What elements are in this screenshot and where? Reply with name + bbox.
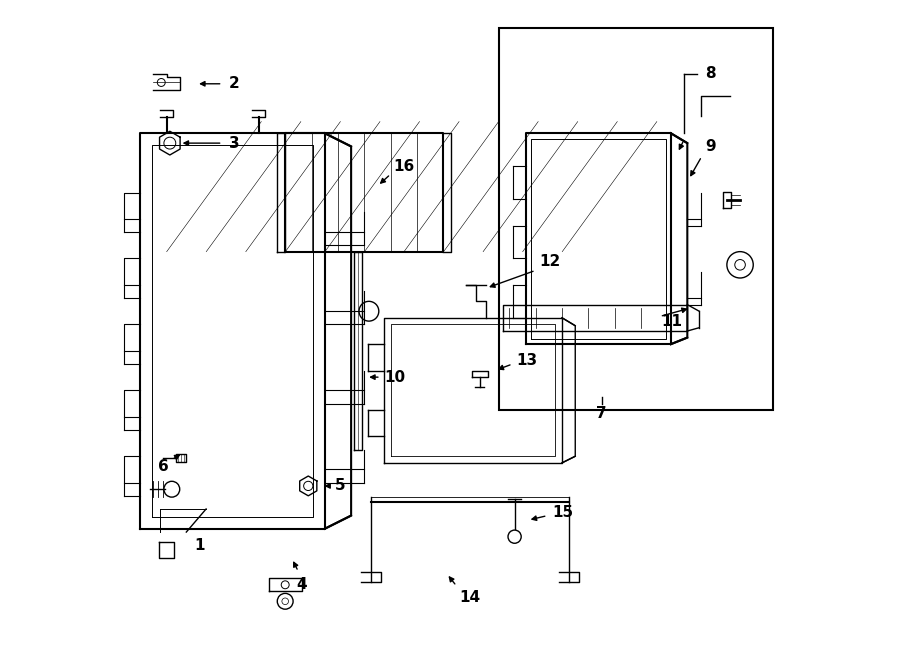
- Text: 14: 14: [459, 591, 481, 606]
- Text: 12: 12: [539, 254, 560, 269]
- Text: 7: 7: [597, 406, 607, 421]
- Text: 6: 6: [158, 459, 168, 473]
- Text: 15: 15: [553, 505, 573, 520]
- Text: 11: 11: [661, 314, 682, 328]
- Text: 1: 1: [194, 538, 204, 553]
- Text: 4: 4: [296, 577, 307, 592]
- Bar: [500, 28, 773, 410]
- Text: 8: 8: [705, 66, 716, 81]
- Text: 16: 16: [393, 159, 415, 173]
- Text: 2: 2: [230, 76, 240, 91]
- Text: 9: 9: [705, 139, 716, 154]
- Text: 5: 5: [335, 479, 346, 493]
- Text: 3: 3: [230, 136, 239, 151]
- Text: 13: 13: [516, 353, 537, 368]
- Text: 10: 10: [384, 369, 405, 385]
